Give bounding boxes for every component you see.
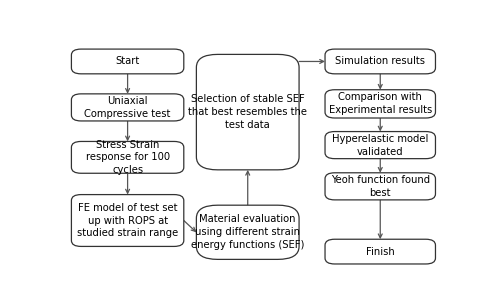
Text: Stress Strain
response for 100
cycles: Stress Strain response for 100 cycles <box>86 140 170 175</box>
Text: Uniaxial
Compressive test: Uniaxial Compressive test <box>84 96 171 119</box>
FancyBboxPatch shape <box>325 132 436 159</box>
Text: Finish: Finish <box>366 247 394 257</box>
FancyBboxPatch shape <box>72 141 184 173</box>
FancyBboxPatch shape <box>325 239 436 264</box>
Text: FE model of test set
up with ROPS at
studied strain range: FE model of test set up with ROPS at stu… <box>77 203 178 238</box>
Text: Comparison with
Experimental results: Comparison with Experimental results <box>328 92 432 115</box>
Text: Start: Start <box>116 57 140 66</box>
FancyBboxPatch shape <box>72 195 184 246</box>
FancyBboxPatch shape <box>325 90 436 118</box>
FancyBboxPatch shape <box>196 205 299 259</box>
FancyBboxPatch shape <box>325 49 436 74</box>
Text: Selection of stable SEF
that best resembles the
test data: Selection of stable SEF that best resemb… <box>188 94 307 130</box>
Text: Yeoh function found
best: Yeoh function found best <box>330 175 430 198</box>
FancyBboxPatch shape <box>196 54 299 170</box>
Text: Simulation results: Simulation results <box>335 57 425 66</box>
FancyBboxPatch shape <box>72 94 184 121</box>
Text: Hyperelastic model
validated: Hyperelastic model validated <box>332 134 428 156</box>
FancyBboxPatch shape <box>72 49 184 74</box>
Text: Material evaluation
using different strain
energy functions (SEF): Material evaluation using different stra… <box>191 215 304 250</box>
FancyBboxPatch shape <box>325 173 436 200</box>
